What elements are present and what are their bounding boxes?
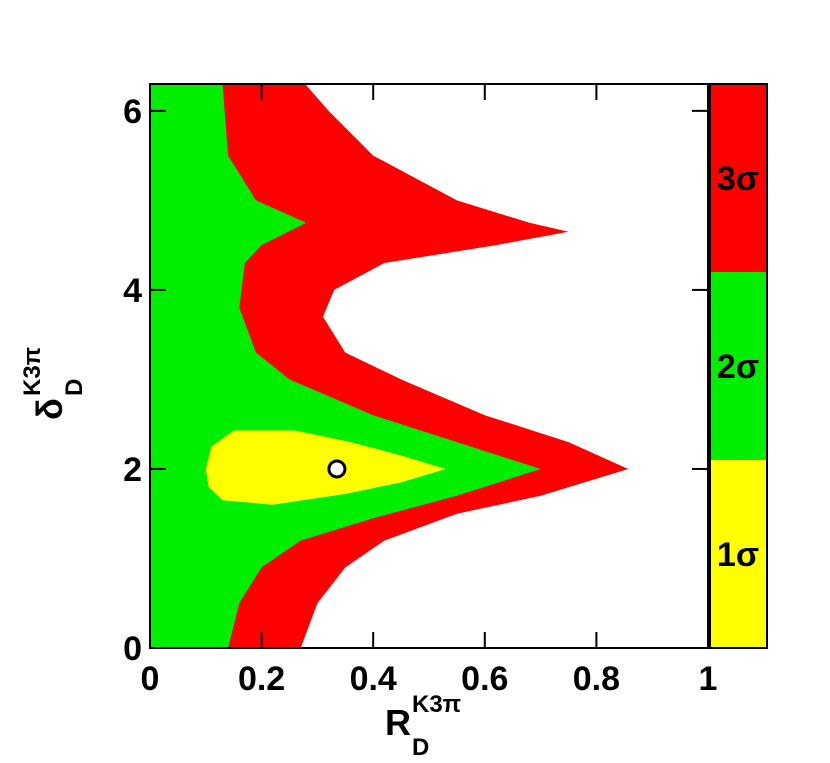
x-tick-label: 0.6 [461, 660, 508, 698]
x-label-sup: K3π [412, 691, 461, 718]
y-tick-label: 0 [123, 630, 142, 668]
colorbar-segment [710, 460, 767, 648]
x-label-main: R [385, 702, 411, 743]
x-label-sub: D [412, 734, 429, 761]
colorbar-segment [710, 84, 767, 272]
best-fit-point [327, 459, 347, 479]
colorbar-frame [709, 83, 768, 649]
colorbar-label: 2σ [717, 348, 759, 386]
colorbar-segment [710, 272, 767, 460]
y-tick-label: 2 [123, 451, 142, 489]
contour-region [150, 84, 541, 648]
colorbar-label: 1σ [717, 536, 759, 574]
y-label-sub: D [61, 379, 88, 396]
x-tick-label: 1 [699, 660, 718, 698]
x-axis-label: RD K3π [385, 691, 461, 761]
contour-region [205, 430, 446, 505]
x-tick-label: 0.4 [350, 660, 397, 698]
x-tick-label: 0.2 [238, 660, 285, 698]
y-axis-label: δD K3π [19, 347, 88, 420]
y-label-main: δ [29, 398, 70, 420]
plot-frame [149, 83, 709, 649]
x-tick-label: 0 [141, 660, 160, 698]
x-tick-label: 0.8 [573, 660, 620, 698]
y-tick-label: 6 [123, 93, 142, 131]
colorbar-label: 3σ [717, 160, 759, 198]
y-label-sup: K3π [19, 347, 46, 396]
y-tick-label: 4 [123, 272, 142, 310]
